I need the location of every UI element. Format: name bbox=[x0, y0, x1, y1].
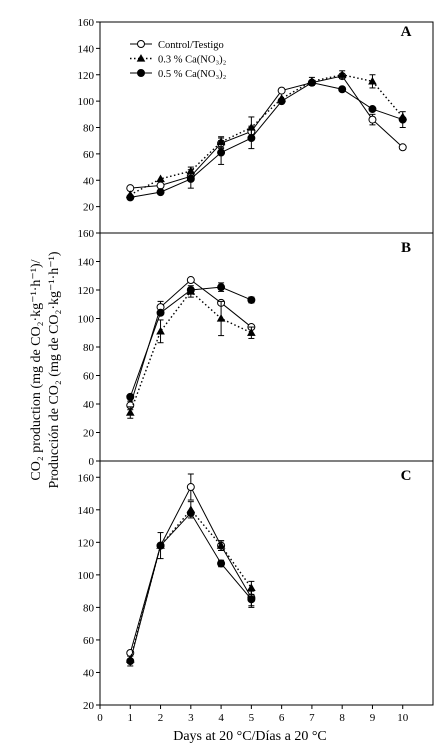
y-axis-label-line1: CO₂ production (mg de CO₂·kg⁻¹·h⁻¹)/ bbox=[29, 259, 44, 480]
y-tick-label-C: 20 bbox=[83, 700, 95, 712]
panel-frame-A bbox=[99, 21, 434, 234]
data-point-B-3 bbox=[217, 283, 226, 292]
data-point-C-3 bbox=[186, 509, 195, 518]
series-line-A-3 bbox=[130, 82, 403, 198]
legend-label-3: 0.5 % Ca(NO₃)₂ bbox=[158, 69, 227, 80]
panel-frame-C bbox=[99, 460, 434, 706]
data-point-B-3 bbox=[156, 308, 165, 317]
panel-frame-B bbox=[99, 232, 434, 462]
y-tick-label-C: 100 bbox=[78, 570, 95, 582]
data-point-C-3 bbox=[217, 559, 226, 568]
y-tick-label-B: 100 bbox=[78, 314, 95, 326]
x-axis-label: Days at 20 °C/Días a 20 °C bbox=[173, 729, 327, 744]
x-tick-label: 3 bbox=[188, 712, 194, 724]
y-tick-label-A: 20 bbox=[83, 202, 95, 214]
y-tick-label-C: 140 bbox=[78, 505, 95, 517]
series-line-A-2 bbox=[129, 74, 404, 196]
x-tick-label: 8 bbox=[339, 712, 345, 724]
x-tick-label: 2 bbox=[158, 712, 164, 724]
data-point-A-2 bbox=[156, 174, 165, 183]
series-line-B-2 bbox=[129, 290, 252, 413]
y-tick-label-C: 160 bbox=[78, 472, 95, 484]
x-tick-label: 4 bbox=[218, 712, 224, 724]
x-tick-label: 6 bbox=[279, 712, 285, 724]
axis-labels: Days at 20 °C/Días a 20 °C CO₂ productio… bbox=[29, 251, 327, 744]
data-point-C-1 bbox=[186, 483, 195, 492]
x-tick-label: 5 bbox=[249, 712, 255, 724]
y-tick-label-B: 0 bbox=[89, 456, 95, 468]
data-point-B-3 bbox=[186, 286, 195, 294]
y-tick-label-B: 140 bbox=[78, 257, 95, 269]
data-point-A-2 bbox=[368, 76, 377, 85]
data-point-A-2 bbox=[337, 70, 347, 78]
data-point-A-1 bbox=[156, 181, 165, 190]
data-point-A-1 bbox=[398, 143, 407, 152]
data-point-C-2 bbox=[247, 583, 256, 592]
data-point-B-3 bbox=[247, 295, 256, 304]
data-point-A-3 bbox=[247, 134, 256, 143]
y-tick-label-A: 40 bbox=[83, 175, 95, 187]
legend: Control/Testigo 0.3 % Ca(NO₃)₂ 0.5 % Ca(NO… bbox=[130, 40, 227, 80]
legend-marker-3 bbox=[137, 69, 145, 77]
y-tick-label-B: 160 bbox=[78, 228, 95, 240]
data-point-B-3 bbox=[126, 392, 135, 401]
y-tick-label-C: 80 bbox=[83, 602, 95, 614]
data-point-A-3 bbox=[217, 148, 226, 157]
y-tick-label-B: 40 bbox=[83, 399, 95, 411]
data-point-A-1 bbox=[368, 115, 377, 124]
data-point-B-2 bbox=[156, 326, 165, 335]
data-point-B-2 bbox=[216, 314, 226, 322]
y-tick-label-C: 40 bbox=[83, 667, 95, 679]
chart-marks bbox=[125, 70, 408, 667]
x-tick-label: 10 bbox=[397, 712, 409, 724]
legend-marker-1 bbox=[137, 40, 145, 48]
y-tick-label-C: 60 bbox=[83, 635, 95, 647]
series-line-C-2 bbox=[129, 508, 252, 660]
legend-label-2: 0.3 % Ca(NO₃)₂ bbox=[158, 55, 227, 66]
data-point-B-2 bbox=[247, 328, 256, 336]
data-point-B-1 bbox=[186, 276, 195, 285]
y-tick-label-C: 120 bbox=[78, 537, 95, 549]
x-tick-label: 0 bbox=[97, 712, 103, 724]
y-axis-label-line2: Producción de CO₂ (mg de CO₂·kg⁻¹·h⁻¹) bbox=[47, 251, 62, 488]
panel-tag-B: B bbox=[401, 240, 411, 256]
data-point-C-3 bbox=[247, 595, 256, 604]
x-tick-label: 1 bbox=[128, 712, 134, 724]
panel-frames: 20406080100120140160A0204060801001201401… bbox=[78, 17, 434, 724]
series-line-A-1 bbox=[130, 75, 404, 189]
y-tick-label-B: 80 bbox=[83, 342, 95, 354]
x-tick-label: 9 bbox=[370, 712, 376, 724]
data-point-A-3 bbox=[156, 188, 165, 197]
data-point-A-3 bbox=[398, 115, 407, 124]
data-point-A-3 bbox=[338, 85, 347, 94]
y-tick-label-B: 60 bbox=[83, 371, 95, 383]
data-point-A-3 bbox=[307, 78, 316, 87]
series-line-B-1 bbox=[129, 279, 252, 406]
data-point-A-3 bbox=[186, 174, 195, 183]
y-tick-label-A: 100 bbox=[78, 96, 95, 108]
data-point-C-3 bbox=[156, 541, 165, 550]
data-point-C-2 bbox=[216, 541, 226, 549]
series-line-B-3 bbox=[129, 286, 252, 398]
y-tick-label-A: 60 bbox=[83, 149, 95, 161]
x-tick-label: 7 bbox=[309, 712, 315, 724]
y-tick-label-A: 120 bbox=[78, 70, 95, 82]
y-tick-label-B: 120 bbox=[78, 285, 95, 297]
y-tick-label-A: 140 bbox=[78, 43, 95, 55]
legend-marker-2 bbox=[136, 54, 146, 62]
data-point-A-3 bbox=[368, 105, 377, 114]
y-tick-label-A: 80 bbox=[83, 123, 95, 135]
data-point-C-3 bbox=[126, 657, 135, 666]
legend-label-1: Control/Testigo bbox=[158, 40, 224, 51]
y-tick-label-A: 160 bbox=[78, 17, 95, 29]
data-point-B-2 bbox=[125, 408, 135, 416]
panel-tag-C: C bbox=[401, 468, 412, 484]
y-tick-label-B: 20 bbox=[83, 428, 95, 440]
data-point-A-3 bbox=[126, 193, 135, 202]
data-point-A-3 bbox=[277, 97, 286, 106]
data-point-A-1 bbox=[277, 86, 286, 95]
panel-tag-A: A bbox=[401, 24, 412, 40]
